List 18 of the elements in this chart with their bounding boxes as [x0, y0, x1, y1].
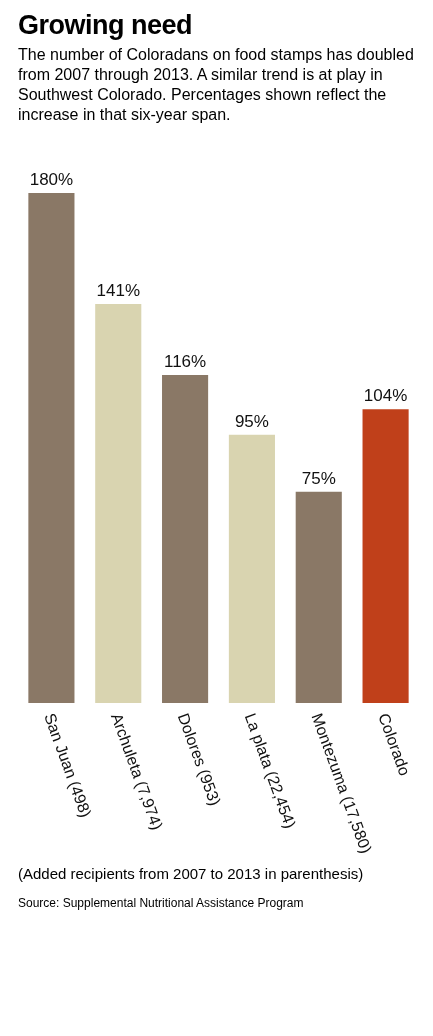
- chart-title: Growing need: [18, 10, 193, 41]
- source-note: Source: Supplemental Nutritional Assistance Program: [18, 896, 305, 910]
- bar: [293, 489, 344, 704]
- bar: [26, 190, 77, 704]
- chart-subtitle: The number of Coloradans on food stamps has doubled from 2007 through 2013. A similar trend is at play in Southwest Colorado. Percentages shown reflect the increase in that six-year span.: [18, 45, 415, 125]
- text: (Added recipients from 2007 to 2013 in parenthesis): [18, 865, 365, 882]
- data-label: 75%: [301, 468, 336, 488]
- bar: [93, 301, 144, 704]
- x-tick-label: San Juan (498): [41, 710, 95, 820]
- bar: [360, 407, 411, 704]
- x-tick-label: Dolores (953): [174, 710, 224, 808]
- data-label: 104%: [363, 386, 408, 406]
- data-label: 116%: [163, 352, 207, 372]
- data-label: 180%: [29, 169, 74, 189]
- bar: [226, 432, 277, 704]
- bar: [160, 373, 211, 704]
- data-label: 95%: [234, 411, 269, 431]
- data-label: 141%: [96, 280, 140, 300]
